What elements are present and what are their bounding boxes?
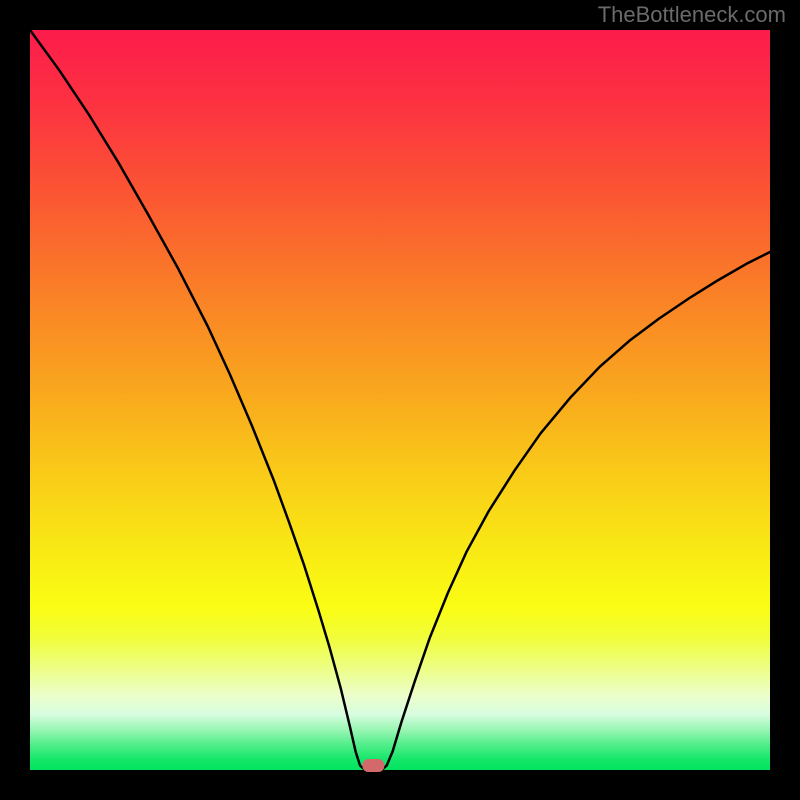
optimum-marker <box>362 759 384 772</box>
chart-container: TheBottleneck.com <box>0 0 800 800</box>
gradient-background <box>30 30 770 770</box>
bottleneck-chart <box>0 0 800 800</box>
watermark-text: TheBottleneck.com <box>598 2 786 28</box>
